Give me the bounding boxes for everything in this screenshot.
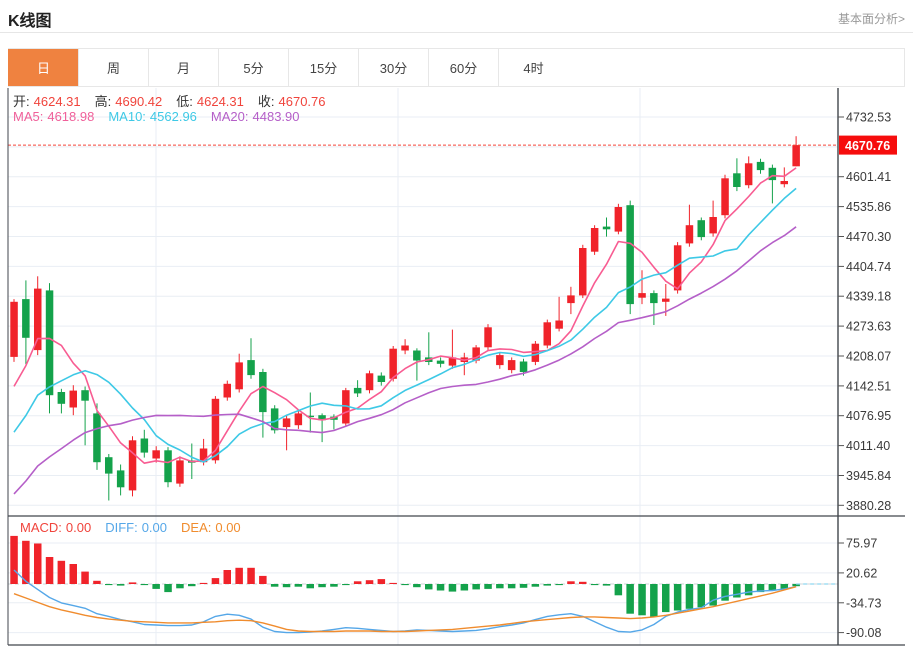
svg-text:-90.08: -90.08 — [846, 626, 881, 640]
ma5-value: 4618.98 — [47, 109, 95, 124]
chart-border — [7, 88, 905, 646]
svg-text:4339.18: 4339.18 — [846, 290, 891, 304]
chart-gridlines — [8, 88, 838, 645]
svg-text:75.97: 75.97 — [846, 537, 877, 551]
svg-text:4601.41: 4601.41 — [846, 170, 891, 184]
ma20-label: MA20: — [210, 109, 249, 124]
svg-text:3880.28: 3880.28 — [846, 499, 891, 513]
svg-text:4273.63: 4273.63 — [846, 320, 891, 334]
svg-text:4011.40: 4011.40 — [846, 439, 890, 453]
dea-label: DEA: — [181, 520, 212, 535]
tab-month[interactable]: 月 — [148, 49, 218, 86]
svg-text:4470.30: 4470.30 — [846, 230, 891, 244]
ma5-label: MA5: — [13, 109, 44, 124]
widget-header: K线图 基本面分析> — [0, 0, 913, 33]
ohlc-open-value: 4624.31 — [33, 94, 81, 109]
ma10-value: 4562.96 — [149, 109, 197, 124]
macd-value: 0.00 — [65, 520, 92, 535]
current-price-tag: 4670.76 — [839, 135, 897, 155]
svg-text:4208.07: 4208.07 — [846, 350, 891, 364]
svg-text:3945.84: 3945.84 — [846, 469, 891, 483]
ohlc-high-label: 高: — [94, 94, 112, 109]
tab-60min[interactable]: 60分 — [428, 49, 498, 86]
macd-axis: 75.97 20.62 -34.73 -90.08 — [838, 537, 881, 640]
svg-text:20.62: 20.62 — [846, 566, 877, 580]
diff-label: DIFF: — [105, 520, 138, 535]
tab-4hour[interactable]: 4时 — [498, 49, 568, 86]
svg-text:-34.73: -34.73 — [846, 596, 881, 610]
svg-text:4076.95: 4076.95 — [846, 409, 891, 423]
dea-value: 0.00 — [215, 520, 241, 535]
tab-15min[interactable]: 15分 — [288, 49, 358, 86]
svg-text:4142.51: 4142.51 — [846, 379, 891, 393]
macd-readout: MACD: 0.00 DIFF: 0.00 DEA: 0.00 — [20, 520, 255, 535]
tab-5min[interactable]: 5分 — [218, 49, 288, 86]
page-title: K线图 — [8, 13, 52, 30]
price-axis: 4732.53 4601.41 4535.86 4470.30 4404.74 4339.… — [838, 111, 891, 513]
candle-series — [10, 136, 800, 501]
tab-day[interactable]: 日 — [8, 49, 78, 86]
fundamental-analysis-link[interactable]: 基本面分析> — [837, 12, 905, 26]
ma-readout: MA5: 4618.98 MA10: 4562.96 MA20: 4483.90 — [13, 109, 314, 124]
ohlc-low-label: 低: — [176, 94, 193, 109]
ohlc-open-label: 开: — [13, 94, 30, 109]
ma20-value: 4483.90 — [252, 109, 300, 124]
macd-histogram — [10, 535, 800, 617]
interval-tabbar: 日周月 5分 15分 30分 60分 4时 — [8, 48, 905, 87]
ohlc-close-label: 收: — [257, 94, 275, 109]
ohlc-readout: 开: 4624.31 高: 4690.42 低: 4624.31 收: 4670.76 — [13, 91, 340, 110]
tab-30min[interactable]: 30分 — [358, 49, 428, 86]
ohlc-low-value: 4624.31 — [196, 94, 244, 109]
svg-text:4670.76: 4670.76 — [845, 139, 890, 153]
ohlc-close-value: 4670.76 — [278, 94, 326, 109]
ma10-line — [13, 187, 797, 463]
svg-text:4732.53: 4732.53 — [846, 111, 891, 125]
ohlc-high-value: 4690.42 — [115, 94, 163, 109]
diff-value: 0.00 — [141, 520, 168, 535]
tab-week[interactable]: 周 — [78, 49, 148, 86]
ma5-line — [13, 167, 797, 464]
ma20-line — [13, 226, 797, 495]
svg-text:4404.74: 4404.74 — [846, 260, 891, 274]
macd-label: MACD: — [20, 520, 62, 535]
svg-text:4535.86: 4535.86 — [846, 200, 891, 214]
dea-line — [13, 586, 797, 633]
ma10-label: MA10: — [108, 109, 146, 124]
